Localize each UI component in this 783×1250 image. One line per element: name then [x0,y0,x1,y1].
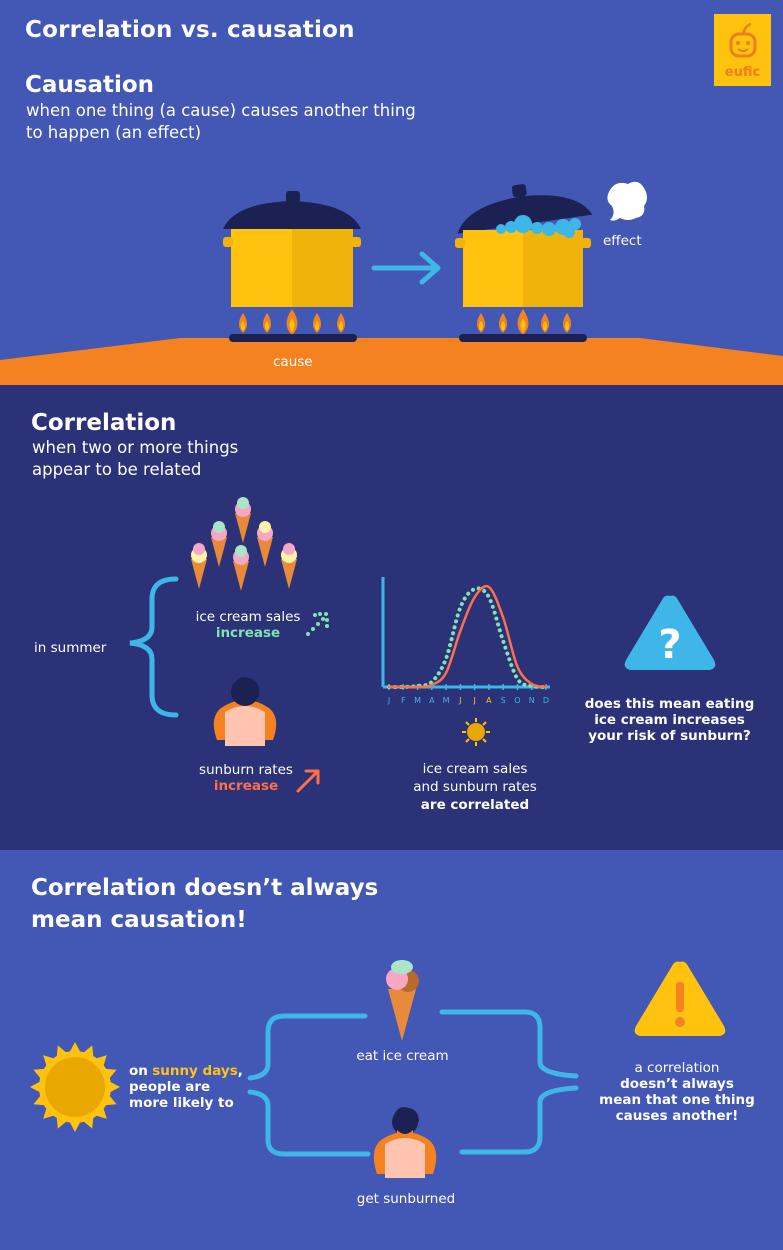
sun-ray [68,1120,82,1132]
eufic-logo: eufic [714,14,771,86]
warning-line1: a correlation [634,1060,720,1076]
warning-line2: doesn’t always [620,1076,734,1092]
dotted-arrow-up-icon [306,612,329,636]
chart-tick-label: J [472,696,475,705]
eat-ice-cream-label: eat ice cream [356,1048,449,1064]
sun-ray [108,1080,120,1094]
sun-ray [43,1055,56,1068]
pot-cause-icon [223,191,361,342]
chart-tick-label: D [543,696,549,705]
arrow-up-right-icon [296,769,320,793]
page-title: Correlation vs. causation [25,17,355,43]
effect-label: effect [603,233,642,249]
causation-section: Correlation vs. causation eufic Causatio… [0,0,783,385]
small-sun-icon [462,718,490,746]
in-summer-label: in summer [34,640,107,656]
conclusion-section: Correlation doesn’t always mean causatio… [0,850,783,1250]
ice-cream-sales-label: ice cream sales [195,609,301,625]
sun-ray [94,1055,107,1068]
chart-tick-label: S [501,696,506,705]
correlated-line3: are correlated [420,797,530,813]
sunny-days-highlight: sunny days [152,1063,238,1079]
chart-tick-label: O [514,696,520,705]
pot-boiling-icon [455,184,593,342]
chart-series-line-2 [387,584,548,689]
question-line2: ice cream increases [594,712,745,728]
correlated-line1: ice cream sales [422,761,528,777]
chart-tick-label: M [414,696,421,705]
correlation-description-line2: appear to be related [32,460,202,479]
question-line1: does this mean eating [584,696,755,712]
sun-ray [30,1080,42,1094]
comma: , [237,1063,243,1079]
sun-ray [94,1106,107,1119]
chart-tick-label: F [401,696,406,705]
chart-tick-label: J [387,696,390,705]
ice-cream-cones-icon [191,497,297,591]
sunburned-person-2-icon [373,1107,437,1178]
on-word: on [129,1063,148,1079]
chart-series-line-1 [387,586,548,690]
conclusion-heading-line1: Correlation doesn’t always [31,875,379,901]
arrow-right-icon [371,251,441,285]
question-line3: your risk of sunburn? [588,728,751,744]
increase-label-1: increase [215,625,281,641]
conclusion-heading-line2: mean causation! [31,907,247,933]
sun-ray [43,1106,56,1119]
warning-line4: causes another! [615,1108,739,1124]
warning-line3: mean that one thing [599,1092,755,1108]
chart-tick-label: J [458,696,461,705]
correlation-section: Correlation when two or more things appe… [0,385,783,850]
causation-description-line1: when one thing (a cause) causes another … [26,101,416,120]
question-triangle-icon: ? [624,595,716,670]
sunny-days-text: on sunny days, [129,1063,243,1079]
people-line2: more likely to [129,1095,234,1111]
causation-description-line2: to happen (an effect) [26,123,202,142]
connector-lines [247,1009,579,1157]
svg-text:?: ? [658,622,681,668]
chart-tick-label: N [529,696,535,705]
ice-cream-cone-icon [386,960,419,1041]
sunburned-person-icon [213,677,277,746]
warning-triangle-icon [634,961,726,1036]
sun-icon [30,1042,120,1132]
chart-tick-label: M [443,696,450,705]
stove-counter [0,338,783,385]
cause-label: cause [273,354,313,370]
causation-heading: Causation [25,72,155,98]
correlated-line2: and sunburn rates [413,779,537,795]
correlation-heading: Correlation [31,410,177,436]
logo-text: eufic [724,65,761,80]
chart-tick-label: A [429,696,435,705]
curly-brace-icon [129,576,179,718]
sun-ray [68,1042,82,1054]
increase-label-2: increase [213,778,279,794]
chart-tick-label: A [486,696,492,705]
logo-face-icon [729,22,757,58]
get-sunburned-label: get sunburned [356,1191,456,1207]
steam-icon [607,181,647,221]
correlation-description-line1: when two or more things [32,438,239,457]
sunburn-rates-label: sunburn rates [199,762,293,778]
people-line1: people are [129,1079,211,1095]
